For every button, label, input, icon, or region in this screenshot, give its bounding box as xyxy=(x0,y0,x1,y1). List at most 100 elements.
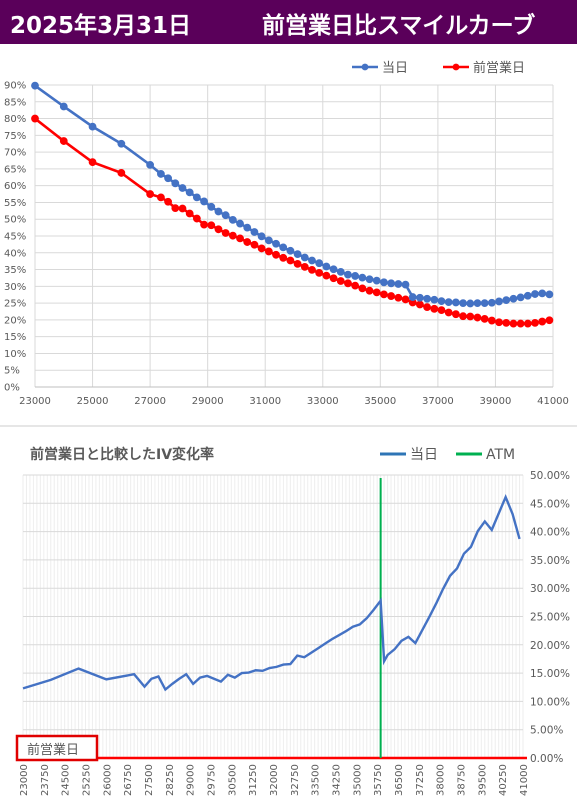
data-point xyxy=(192,193,201,202)
x-tick-label: 38750 xyxy=(457,764,468,796)
x-tick-label: 37250 xyxy=(415,764,426,796)
data-point xyxy=(308,256,316,265)
data-point xyxy=(358,273,367,282)
y-tick-label: 85% xyxy=(4,97,26,108)
x-tick-label: 26750 xyxy=(123,764,134,796)
data-point xyxy=(286,246,295,255)
y-tick-label: 25% xyxy=(4,299,26,310)
data-point xyxy=(344,279,352,288)
data-point xyxy=(200,220,208,229)
data-point xyxy=(192,214,201,223)
data-point xyxy=(228,215,237,224)
data-point xyxy=(423,303,431,312)
x-tick-label: 31000 xyxy=(249,396,281,407)
data-point xyxy=(272,239,280,248)
x-tick-label: 39000 xyxy=(480,396,512,407)
x-tick-label: 32000 xyxy=(269,764,280,796)
x-tick-label: 23000 xyxy=(19,396,51,407)
x-tick-label: 33000 xyxy=(307,396,339,407)
data-point xyxy=(437,306,446,315)
data-point xyxy=(401,280,410,289)
legend-marker xyxy=(452,63,460,71)
data-point xyxy=(430,304,439,313)
y-tick-label: 0% xyxy=(4,383,20,394)
data-point xyxy=(315,259,324,268)
data-point xyxy=(146,160,155,169)
data-point xyxy=(344,270,352,279)
x-tick-label: 27000 xyxy=(134,396,166,407)
legend-label: 当日 xyxy=(410,447,438,463)
data-point xyxy=(459,312,467,321)
data-point xyxy=(509,294,518,303)
y-tick-label: 35% xyxy=(4,265,26,276)
data-point xyxy=(466,299,475,308)
y-tick-label: 45.00% xyxy=(530,498,570,510)
data-point xyxy=(272,250,280,259)
data-point xyxy=(146,190,155,198)
data-point xyxy=(31,114,39,123)
data-point xyxy=(293,259,302,268)
data-point xyxy=(236,219,244,228)
data-point xyxy=(416,293,424,302)
x-tick-label: 24500 xyxy=(61,764,72,796)
data-point xyxy=(214,225,223,234)
x-tick-label: 23000 xyxy=(19,764,30,796)
data-point xyxy=(178,204,187,213)
y-tick-label: 0.00% xyxy=(530,753,563,765)
y-tick-label: 50% xyxy=(4,215,26,226)
data-point xyxy=(221,211,230,220)
x-tick-label: 25000 xyxy=(77,396,109,407)
data-point xyxy=(164,197,172,206)
data-point xyxy=(117,169,126,177)
data-point xyxy=(372,276,381,285)
y-tick-label: 10% xyxy=(4,349,26,360)
x-tick-label: 34250 xyxy=(332,764,343,796)
y-tick-label: 15% xyxy=(4,332,26,343)
y-tick-label: 20.00% xyxy=(530,640,570,652)
legend-label: 前営業日 xyxy=(473,60,525,76)
data-point xyxy=(516,319,525,328)
x-tick-label: 35000 xyxy=(352,764,363,796)
data-point xyxy=(264,236,273,245)
data-point xyxy=(207,202,216,211)
x-tick-label: 41000 xyxy=(537,396,569,407)
data-point xyxy=(336,268,345,276)
y-tick-label: 40% xyxy=(4,248,26,259)
x-tick-label: 35750 xyxy=(373,764,384,796)
data-point xyxy=(365,275,374,284)
x-tick-label: 41000 xyxy=(519,764,530,796)
data-point xyxy=(495,318,503,327)
data-point xyxy=(315,269,324,277)
data-point xyxy=(509,319,518,328)
data-point xyxy=(473,299,482,308)
data-point xyxy=(358,284,367,293)
data-point xyxy=(502,319,511,327)
header-title: 前営業日比スマイルカーブ xyxy=(262,13,536,39)
data-point xyxy=(157,170,165,178)
data-point xyxy=(444,298,453,307)
baseline-label-box xyxy=(15,734,99,762)
data-point xyxy=(451,310,460,319)
x-tick-label: 25250 xyxy=(82,764,93,796)
x-tick-label: 26000 xyxy=(102,764,113,796)
series-line xyxy=(22,493,521,692)
smile-curve-chart: 0% 5% 10% 15% 20% 25% 30% 35% 40% 45% 50% 55% 60% 65%… xyxy=(4,60,569,407)
data-point xyxy=(221,229,230,237)
y-tick-label: 65% xyxy=(4,164,26,175)
data-point xyxy=(459,299,467,308)
data-point xyxy=(200,197,208,206)
series-line xyxy=(34,117,550,325)
data-point xyxy=(480,314,489,323)
data-point xyxy=(423,294,431,303)
data-point xyxy=(502,296,511,304)
data-point xyxy=(185,188,194,197)
y-tick-label: 40.00% xyxy=(530,527,570,539)
data-point xyxy=(387,292,396,300)
data-point xyxy=(523,319,532,328)
data-point xyxy=(451,298,460,307)
x-tick-label: 30500 xyxy=(227,764,238,796)
y-tick-label: 5% xyxy=(4,366,20,377)
data-point xyxy=(394,280,403,288)
y-tick-label: 45% xyxy=(4,232,26,243)
data-point xyxy=(243,238,252,246)
